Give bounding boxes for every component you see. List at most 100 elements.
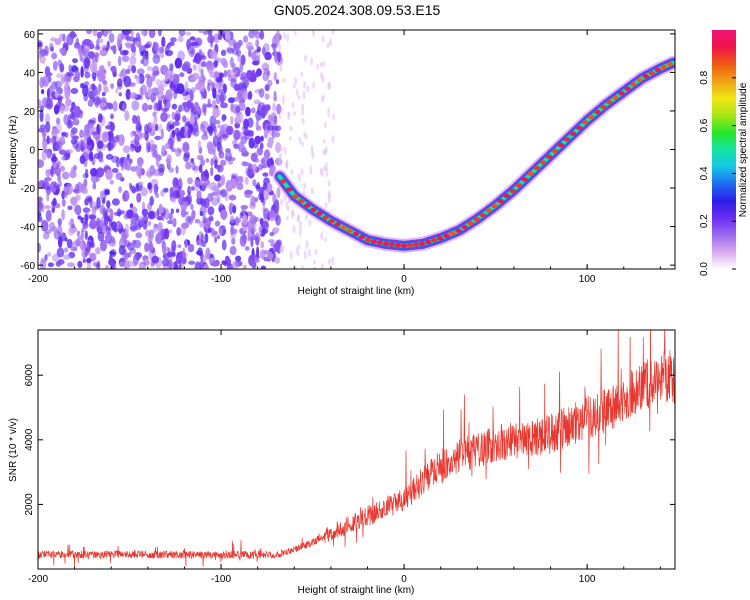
noise-blob — [274, 125, 282, 132]
ridge-peak — [600, 104, 607, 110]
noise-blob — [247, 237, 252, 242]
snr-series-line — [38, 330, 675, 567]
noise-blob — [61, 156, 66, 161]
noise-blob — [268, 209, 276, 219]
noise-blob — [207, 98, 211, 107]
noise-blob — [38, 159, 45, 168]
noise-blob — [281, 94, 285, 105]
noise-blob — [77, 260, 83, 268]
noise-blob — [218, 72, 224, 79]
noise-blob — [285, 200, 289, 209]
noise-blob — [181, 222, 190, 229]
noise-blob — [98, 220, 104, 228]
noise-blob — [198, 48, 202, 58]
noise-blob — [262, 172, 269, 177]
noise-blob — [86, 241, 91, 253]
noise-blob — [278, 155, 282, 166]
x-tick-label: 0 — [401, 274, 407, 285]
ridge-peak — [286, 187, 293, 192]
noise-blob — [216, 164, 224, 173]
noise-blob — [111, 136, 120, 143]
ridge-peak — [455, 228, 462, 233]
noise-blob — [139, 87, 144, 94]
noise-blob — [312, 30, 315, 38]
ridge-peak — [316, 211, 323, 216]
spectrogram-x-ticks: -200 -100 0 100 — [28, 30, 661, 285]
noise-blob — [292, 225, 296, 234]
noise-blob — [198, 164, 203, 173]
noise-blob — [43, 222, 47, 232]
noise-blob — [252, 179, 257, 187]
noise-blob — [191, 162, 196, 171]
noise-blob — [256, 246, 260, 258]
noise-blob — [297, 244, 301, 250]
noise-blob — [190, 115, 195, 125]
noise-blob — [210, 49, 218, 60]
noise-blob — [169, 186, 174, 198]
noise-blob — [242, 264, 247, 269]
noise-blob — [324, 237, 328, 243]
noise-blob — [79, 155, 86, 165]
noise-blob — [184, 239, 188, 249]
noise-blob — [111, 198, 120, 206]
noise-blob — [77, 235, 82, 241]
noise-blob — [129, 130, 135, 138]
noise-blob — [214, 82, 223, 90]
noise-blob — [88, 122, 95, 133]
noise-blob — [216, 124, 225, 129]
noise-blob — [200, 233, 205, 245]
noise-blob — [194, 53, 201, 63]
noise-blob — [138, 131, 143, 140]
x-tick-label: -200 — [28, 274, 48, 285]
ridge-peak — [413, 242, 420, 247]
noise-blob — [53, 183, 60, 190]
noise-blob — [51, 52, 58, 60]
noise-blob — [148, 122, 156, 129]
noise-blob — [285, 161, 288, 167]
noise-blob — [86, 136, 92, 146]
noise-blob — [56, 247, 65, 258]
noise-blob — [329, 38, 333, 47]
noise-blob — [127, 252, 132, 258]
ridge-peak — [594, 109, 601, 115]
noise-blob — [262, 46, 266, 56]
noise-blob — [238, 82, 243, 91]
noise-blob — [101, 131, 109, 143]
noise-blob — [157, 84, 164, 95]
noise-blob — [237, 141, 245, 153]
noise-blob — [297, 94, 301, 100]
noise-blob — [260, 135, 264, 142]
noise-blob — [255, 184, 261, 189]
noise-blob — [109, 208, 114, 220]
noise-blob — [45, 121, 51, 133]
noise-blob — [242, 214, 248, 225]
noise-blob — [296, 216, 300, 223]
noise-blob — [154, 46, 160, 52]
noise-blob — [200, 123, 205, 132]
noise-blob — [146, 66, 153, 72]
ridge-peak — [630, 82, 637, 87]
x-tick-label: 0 — [401, 574, 407, 585]
noise-blob — [297, 173, 301, 178]
noise-blob — [293, 30, 297, 36]
noise-blob — [46, 135, 50, 145]
noise-blob — [72, 135, 79, 140]
noise-blob — [313, 266, 317, 269]
noise-blob — [98, 83, 102, 93]
noise-blob — [221, 239, 227, 251]
noise-blob — [198, 30, 204, 34]
noise-blob — [58, 47, 67, 54]
noise-blob — [200, 61, 207, 68]
noise-blob — [77, 215, 82, 220]
noise-blob — [260, 241, 265, 249]
noise-blob — [54, 80, 63, 89]
noise-blob — [182, 115, 187, 123]
noise-blob — [187, 243, 195, 253]
noise-blob — [246, 211, 253, 217]
colorbar-tick-label: 0.2 — [699, 214, 710, 228]
noise-blob — [217, 33, 223, 40]
noise-blob — [257, 125, 262, 130]
ridge-peak — [340, 225, 347, 230]
noise-blob — [320, 262, 324, 269]
noise-blob — [172, 261, 179, 269]
